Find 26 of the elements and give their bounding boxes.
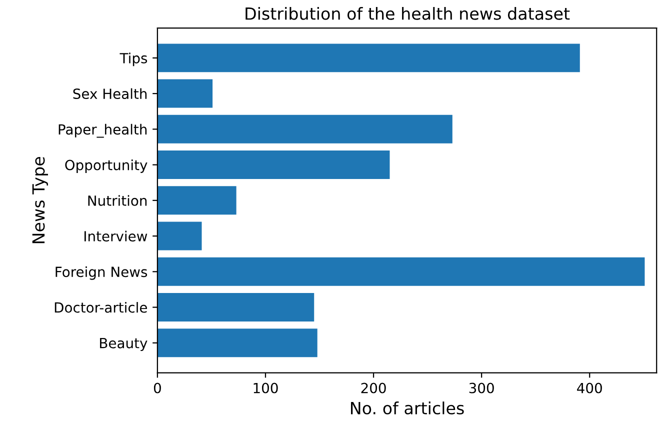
bar (157, 114, 452, 144)
y-axis-title: News Type (32, 157, 48, 244)
bar (157, 328, 318, 358)
y-tick-label: Opportunity (65, 160, 148, 173)
bar (157, 150, 390, 180)
y-tick-label: Tips (120, 52, 148, 66)
bar (157, 186, 236, 215)
y-tick-label: Sex Health (73, 88, 147, 100)
x-tick-label: 400 (577, 382, 602, 394)
chart-title: Distribution of the health news dataset (246, 7, 570, 20)
bar (157, 257, 645, 286)
bar (157, 222, 202, 250)
bar (157, 44, 580, 72)
y-tick-label: Beauty (100, 338, 148, 352)
bar (157, 293, 314, 322)
x-tick-label: 100 (254, 382, 278, 394)
x-tick-label: 0 (154, 382, 161, 394)
y-tick-label: Doctor-article (54, 302, 147, 313)
bar (157, 79, 213, 108)
y-tick-label: Nutrition (88, 195, 147, 206)
x-axis-title: No. of articles (351, 402, 464, 414)
x-tick-label: 300 (469, 382, 494, 394)
x-tick-label: 200 (361, 382, 386, 394)
y-tick-label: Foreign News (56, 266, 148, 280)
y-tick-label: Interview (84, 230, 148, 242)
y-tick-label: Paper_health (58, 124, 147, 138)
